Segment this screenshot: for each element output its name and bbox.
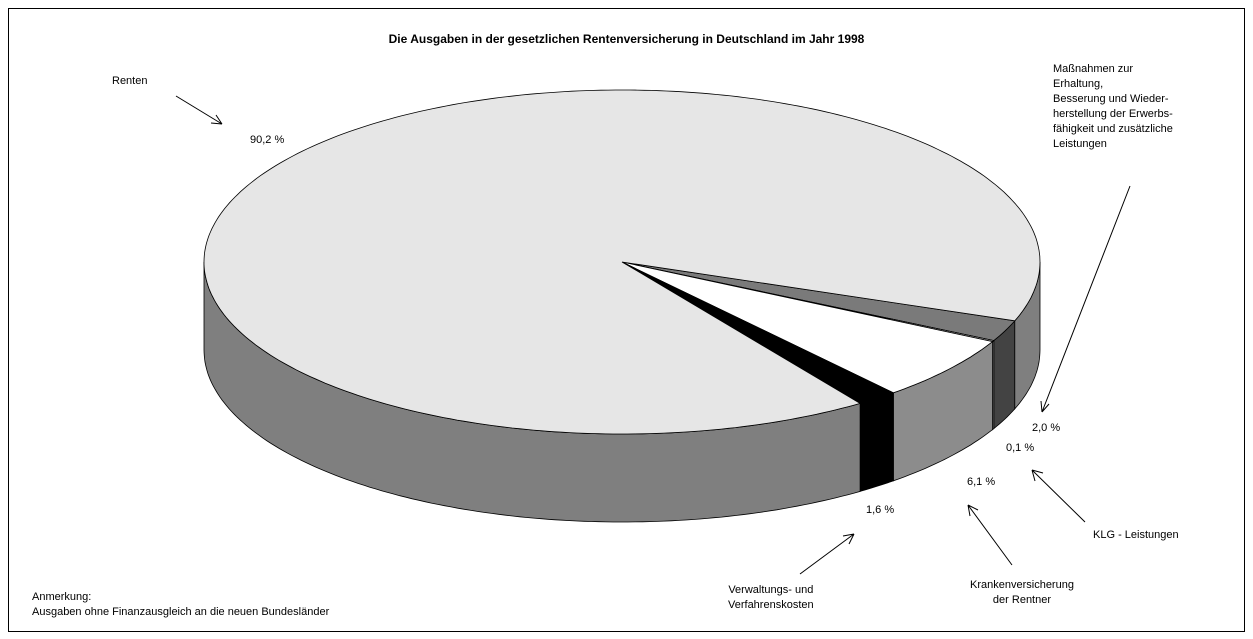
note: Anmerkung: Ausgaben ohne Finanzausgleich…	[32, 591, 330, 618]
category-label: KLG - Leistungen	[1093, 529, 1179, 541]
chart-title: Die Ausgaben in der gesetzlichen Rentenv…	[388, 32, 865, 46]
slice	[621, 261, 895, 404]
category-label: Verwaltungs- und Verfahrenskosten	[728, 584, 814, 611]
category-label: Maßnahmen zur Erhaltung, Besserung und W…	[1053, 63, 1173, 150]
category-label: Krankenversicherung der Rentner	[970, 579, 1074, 606]
slice	[621, 261, 994, 394]
slice	[203, 89, 1041, 435]
arrows	[175, 95, 1131, 575]
value-label: 2,0 %	[1032, 422, 1061, 434]
value-label: 6,1 %	[967, 476, 996, 488]
category-label: Renten	[112, 75, 148, 87]
value-label: 90,2 %	[250, 134, 285, 146]
slice-side	[859, 392, 894, 492]
value-label: 1,6 %	[866, 504, 895, 516]
frame	[8, 8, 1245, 632]
pie	[203, 89, 1041, 523]
slice	[621, 261, 1016, 342]
value-label: 0,1 %	[1006, 442, 1035, 454]
